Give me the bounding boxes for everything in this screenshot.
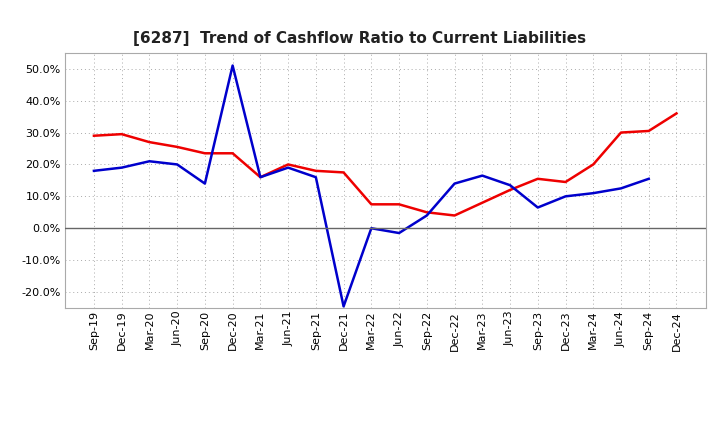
Operating CF to Current Liabilities [478,200,487,205]
Operating CF to Current Liabilities [450,213,459,218]
Operating CF to Current Liabilities [534,176,542,181]
Operating CF to Current Liabilities [117,132,126,137]
Free CF to Current Liabilities [312,175,320,180]
Operating CF to Current Liabilities [561,180,570,185]
Line: Free CF to Current Liabilities: Free CF to Current Liabilities [94,66,649,306]
Operating CF to Current Liabilities [173,144,181,150]
Operating CF to Current Liabilities [616,130,625,135]
Free CF to Current Liabilities [367,226,376,231]
Free CF to Current Liabilities [228,63,237,68]
Free CF to Current Liabilities [145,159,154,164]
Operating CF to Current Liabilities [423,210,431,215]
Free CF to Current Liabilities [534,205,542,210]
Operating CF to Current Liabilities [395,202,403,207]
Operating CF to Current Liabilities [201,150,210,156]
Operating CF to Current Liabilities [505,187,514,193]
Operating CF to Current Liabilities [284,162,292,167]
Free CF to Current Liabilities [89,168,98,173]
Operating CF to Current Liabilities [367,202,376,207]
Free CF to Current Liabilities [616,186,625,191]
Free CF to Current Liabilities [478,173,487,178]
Operating CF to Current Liabilities [644,128,653,134]
Line: Operating CF to Current Liabilities: Operating CF to Current Liabilities [94,114,677,216]
Free CF to Current Liabilities [173,162,181,167]
Free CF to Current Liabilities [117,165,126,170]
Free CF to Current Liabilities [395,231,403,236]
Free CF to Current Liabilities [561,194,570,199]
Operating CF to Current Liabilities [145,139,154,145]
Free CF to Current Liabilities [284,165,292,170]
Operating CF to Current Liabilities [672,111,681,116]
Operating CF to Current Liabilities [228,150,237,156]
Free CF to Current Liabilities [450,181,459,186]
Operating CF to Current Liabilities [589,162,598,167]
Free CF to Current Liabilities [644,176,653,181]
Operating CF to Current Liabilities [89,133,98,139]
Free CF to Current Liabilities [423,213,431,218]
Operating CF to Current Liabilities [339,170,348,175]
Free CF to Current Liabilities [589,191,598,196]
Operating CF to Current Liabilities [312,168,320,173]
Text: [6287]  Trend of Cashflow Ratio to Current Liabilities: [6287] Trend of Cashflow Ratio to Curren… [133,31,587,46]
Free CF to Current Liabilities [256,175,265,180]
Free CF to Current Liabilities [201,181,210,186]
Free CF to Current Liabilities [505,183,514,188]
Free CF to Current Liabilities [339,304,348,309]
Operating CF to Current Liabilities [256,175,265,180]
